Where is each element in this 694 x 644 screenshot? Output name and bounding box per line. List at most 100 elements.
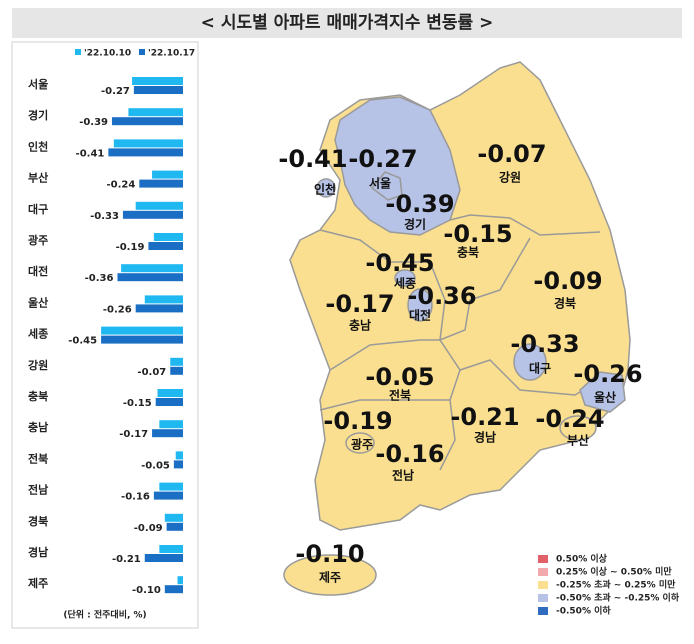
- map-value: -0.09: [533, 267, 602, 295]
- bar: [155, 398, 183, 406]
- map-legend-swatch: [538, 607, 548, 615]
- bar-panel: [11, 41, 199, 629]
- daegu-area: [513, 343, 547, 381]
- category-label: 울산: [28, 295, 48, 309]
- map-region-name: 울산: [594, 390, 616, 405]
- jeju-island: [283, 554, 377, 596]
- bar: [144, 554, 183, 562]
- bar: [113, 139, 183, 148]
- map-value: -0.33: [510, 330, 579, 358]
- category-label: 서울: [28, 77, 48, 91]
- map-legend-swatch: [538, 555, 548, 563]
- map-region-name: 전북: [389, 388, 411, 403]
- legend-label: '22.10.10: [84, 49, 131, 59]
- unit-note: (단위 : 전주대비, %): [63, 609, 146, 621]
- map-value: -0.10: [295, 540, 364, 568]
- legend-label: '22.10.17: [148, 49, 195, 59]
- bar: [152, 170, 183, 179]
- value-label: -0.39: [79, 117, 108, 128]
- bar: [101, 326, 183, 335]
- category-label: 경북: [28, 514, 48, 528]
- category-label: 전북: [28, 451, 48, 465]
- map-legend-swatch: [538, 594, 548, 602]
- legend-swatch: [75, 49, 81, 55]
- map-region-name: 충북: [457, 245, 479, 260]
- bar: [117, 273, 183, 282]
- bar: [132, 77, 183, 85]
- daejeon-area: [407, 288, 433, 322]
- ulsan-area: [579, 371, 626, 413]
- category-label: 대전: [28, 264, 48, 278]
- bar: [148, 242, 183, 250]
- category-label: 충북: [28, 389, 48, 403]
- bar: [133, 86, 183, 94]
- incheon-area: [316, 178, 336, 198]
- value-label: -0.21: [112, 554, 141, 565]
- map-value: -0.26: [573, 360, 642, 388]
- map-region-name: 경북: [554, 297, 576, 311]
- map-region-name: 대전: [409, 308, 431, 323]
- bar: [153, 233, 183, 241]
- map-legend-label: -0.50% 이하: [556, 605, 611, 617]
- map-legend-label: 0.50% 이상: [556, 553, 608, 565]
- category-label: 강원: [28, 358, 48, 372]
- category-label: 경기: [28, 108, 48, 122]
- value-label: -0.15: [123, 398, 152, 409]
- value-label: -0.24: [106, 180, 135, 191]
- map-legend-label: 0.25% 이상 ~ 0.50% 미만: [556, 566, 672, 578]
- category-label: 제주: [28, 576, 48, 590]
- border: [329, 339, 461, 471]
- value-label: -0.10: [132, 585, 161, 596]
- value-label: -0.41: [76, 148, 105, 159]
- sejong-area: [394, 269, 416, 287]
- bar: [177, 576, 183, 585]
- map-region-name: 강원: [499, 171, 521, 185]
- map-value: -0.19: [323, 407, 392, 435]
- bar: [170, 357, 183, 366]
- bar: [157, 389, 183, 397]
- value-label: -0.27: [101, 86, 130, 97]
- bar: [135, 304, 183, 313]
- map-legend-swatch: [538, 568, 548, 576]
- category-label: 대구: [28, 202, 48, 216]
- busan-area: [559, 415, 597, 441]
- border: [449, 214, 601, 236]
- bar: [152, 429, 183, 438]
- map-region-name: 전남: [392, 468, 414, 483]
- map-value: -0.41: [278, 145, 347, 173]
- bar: [144, 295, 183, 304]
- value-label: -0.17: [119, 429, 148, 440]
- bar: [164, 585, 183, 594]
- chart-title: < 시도별 아파트 매매가격지수 변동률 >: [201, 13, 494, 33]
- value-label: -0.19: [116, 242, 145, 253]
- bar: [122, 210, 183, 219]
- value-label: -0.26: [103, 304, 132, 315]
- capital-region: [334, 96, 461, 236]
- value-label: -0.09: [134, 523, 163, 534]
- map-legend-label: -0.25% 초과 ~ 0.25% 미만: [556, 579, 676, 591]
- category-label: 세종: [28, 327, 48, 341]
- value-label: -0.16: [121, 492, 150, 503]
- map-region-name: 대구: [529, 362, 551, 376]
- title-bar: [12, 8, 682, 38]
- category-label: 전남: [28, 483, 48, 497]
- bar: [135, 201, 183, 210]
- value-label: -0.33: [90, 211, 119, 222]
- value-label: -0.45: [68, 336, 97, 347]
- value-label: -0.05: [141, 460, 170, 471]
- map-value: -0.17: [325, 290, 394, 318]
- map-value: -0.16: [375, 440, 444, 468]
- border: [319, 229, 531, 342]
- bar: [153, 491, 183, 500]
- map-value: -0.15: [443, 220, 512, 248]
- bar: [166, 522, 183, 531]
- map-region-name: 인천: [314, 182, 336, 197]
- category-label: 인천: [28, 139, 48, 153]
- bar: [175, 451, 183, 460]
- value-label: -0.36: [85, 273, 114, 284]
- category-label: 경남: [28, 545, 48, 559]
- map-region-name: 제주: [319, 571, 341, 585]
- map-value: -0.05: [365, 363, 434, 391]
